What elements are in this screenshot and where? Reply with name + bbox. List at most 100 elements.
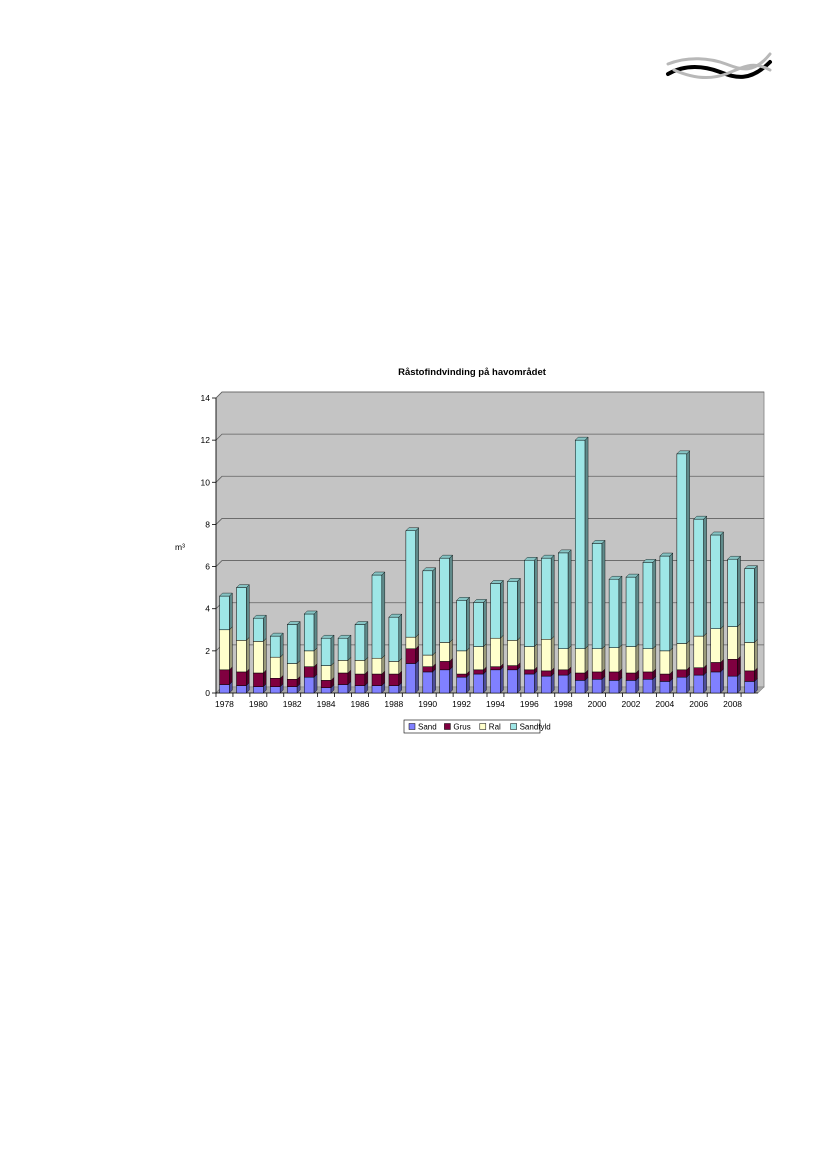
bar-sandfyld-1981 bbox=[270, 635, 281, 658]
bar-side bbox=[652, 558, 657, 650]
bar-sand-1997 bbox=[541, 675, 552, 694]
bar-ral-2008 bbox=[727, 626, 738, 660]
bar-grus-2004 bbox=[659, 673, 671, 682]
bar-top bbox=[591, 540, 606, 544]
bar-side bbox=[517, 666, 521, 694]
bar-side bbox=[229, 592, 233, 631]
x-tick-label: 1996 bbox=[520, 699, 539, 709]
bar-sandfyld-1993 bbox=[473, 602, 484, 647]
bar-side bbox=[601, 645, 606, 673]
bar-ral-1981 bbox=[270, 656, 281, 679]
bar-ral-1982 bbox=[287, 663, 298, 680]
bar-sand-1987 bbox=[371, 685, 383, 694]
bar-side bbox=[449, 638, 453, 662]
bar-sand-1993 bbox=[473, 673, 484, 694]
bar-sand-1994 bbox=[490, 669, 501, 694]
plot-area: 0 2 4 6 8 10 12 14 1978 1980 1982 1984 1986 1988 1990 1… bbox=[201, 391, 765, 709]
bar-top bbox=[523, 557, 538, 561]
bar-side bbox=[415, 660, 419, 694]
bar-grus-1994 bbox=[490, 666, 501, 671]
bar-sand-1983 bbox=[303, 676, 315, 694]
bar-grus-1988 bbox=[388, 673, 400, 686]
bar-sandfyld-1980 bbox=[253, 617, 264, 642]
bar-sand-2002 bbox=[625, 680, 637, 694]
bar-sandfyld-1997 bbox=[541, 557, 552, 640]
bar-side bbox=[737, 672, 741, 694]
bar-side bbox=[534, 643, 538, 671]
bar-ral-2009 bbox=[744, 642, 755, 672]
bar-sand-1981 bbox=[270, 686, 281, 694]
bar-side bbox=[279, 632, 284, 658]
bar-ral-1986 bbox=[354, 660, 366, 675]
bar-sandfyld-2007 bbox=[710, 534, 721, 629]
y-tick-label: 2 bbox=[205, 646, 210, 656]
bar-sandfyld-2002 bbox=[625, 576, 637, 647]
bar-ral-1992 bbox=[456, 650, 467, 675]
bar-sand-1982 bbox=[287, 686, 298, 694]
bar-sandfyld-1994 bbox=[490, 583, 501, 639]
x-tick-label: 2000 bbox=[588, 699, 607, 709]
legend: Sand Grus Ral Sandfyld bbox=[403, 719, 551, 734]
bar-top bbox=[456, 597, 470, 601]
bar-side bbox=[313, 610, 318, 652]
bar-sand-1988 bbox=[388, 685, 400, 694]
bar-ral-1990 bbox=[422, 654, 433, 667]
bar-top bbox=[557, 549, 572, 554]
bar-top bbox=[540, 554, 555, 559]
bar-ral-1991 bbox=[439, 642, 450, 662]
bar-grus-1999 bbox=[574, 672, 586, 681]
bar-top bbox=[337, 635, 352, 639]
legend-entry: Sand bbox=[418, 723, 437, 732]
bar-side bbox=[279, 653, 284, 679]
bar-ral-1994 bbox=[490, 637, 501, 667]
bar-top bbox=[371, 571, 386, 576]
bar-side bbox=[686, 450, 690, 644]
bar-grus-2001 bbox=[608, 671, 620, 681]
bar-side bbox=[534, 670, 538, 694]
wave-logo-icon bbox=[666, 52, 772, 79]
bar-side bbox=[567, 549, 572, 650]
bar-top bbox=[642, 559, 657, 563]
bar-ral-1998 bbox=[558, 648, 569, 671]
bar-ral-1979 bbox=[236, 640, 247, 673]
bar-ral-2005 bbox=[676, 643, 687, 671]
bar-sand-1991 bbox=[439, 669, 450, 694]
bar-side bbox=[534, 556, 538, 648]
bar-side bbox=[500, 634, 504, 668]
bar-ral-1984 bbox=[320, 665, 332, 681]
bar-ral-1983 bbox=[303, 650, 315, 667]
bar-side bbox=[449, 554, 453, 643]
bar-sandfyld-1991 bbox=[439, 557, 450, 643]
y-tick-label: 6 bbox=[205, 562, 210, 572]
bar-sandfyld-1978 bbox=[219, 595, 230, 631]
bar-side bbox=[737, 655, 741, 677]
bar-ral-1988 bbox=[388, 661, 400, 675]
bar-side bbox=[449, 666, 453, 694]
bar-grus-2005 bbox=[676, 669, 687, 678]
bar-ral-2001 bbox=[608, 647, 620, 673]
bar-side bbox=[550, 672, 555, 694]
bar-sand-2000 bbox=[591, 679, 603, 694]
bar-ral-2003 bbox=[642, 648, 654, 673]
bar-grus-1993 bbox=[473, 669, 484, 675]
bar-side bbox=[500, 666, 504, 694]
bar-side bbox=[466, 596, 470, 652]
bar-sandfyld-1984 bbox=[320, 637, 332, 666]
bar-grus-1987 bbox=[371, 673, 383, 686]
bar-top bbox=[405, 527, 420, 531]
bar-top bbox=[439, 554, 454, 559]
bar-side bbox=[669, 552, 673, 652]
bar-grus-2000 bbox=[591, 671, 603, 680]
bar-sandfyld-1996 bbox=[524, 560, 535, 647]
bar-top bbox=[744, 565, 758, 569]
x-tick-label: 1980 bbox=[249, 699, 268, 709]
bar-side bbox=[635, 573, 640, 648]
bar-side bbox=[347, 634, 352, 661]
bar-side bbox=[296, 621, 301, 664]
y-tick-label: 8 bbox=[205, 519, 210, 529]
bar-ral-2004 bbox=[659, 650, 671, 675]
bar-grus-2007 bbox=[710, 662, 721, 673]
bar-ral-1985 bbox=[337, 660, 349, 674]
bar-top bbox=[574, 436, 589, 441]
bar-top bbox=[608, 576, 623, 580]
